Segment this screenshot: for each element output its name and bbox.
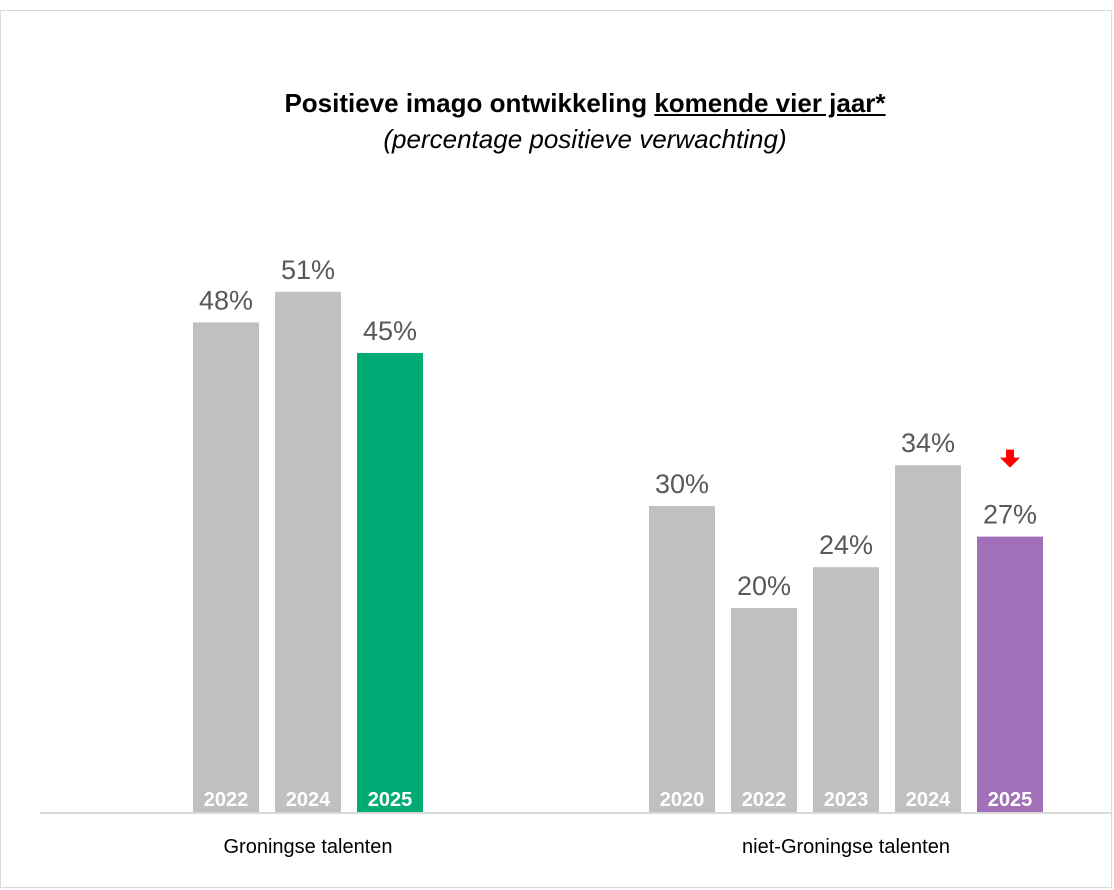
data-label: 30%	[655, 469, 709, 499]
bar-1-2025	[977, 536, 1043, 812]
data-label: 24%	[819, 530, 873, 560]
bar-1-2024	[895, 465, 961, 812]
chart-title-main: Positieve imago ontwikkeling	[284, 88, 655, 118]
category-label: Groningse talenten	[223, 836, 392, 858]
data-label: 34%	[901, 428, 955, 458]
year-label: 2020	[660, 789, 705, 811]
down-arrow-icon	[1000, 449, 1020, 468]
bar-1-2022	[731, 608, 797, 812]
category-label: niet-Groningse talenten	[742, 836, 950, 858]
data-label: 27%	[983, 500, 1037, 530]
year-label: 2022	[742, 789, 787, 811]
data-label: 48%	[199, 285, 253, 315]
year-label: 2024	[286, 789, 331, 811]
data-label: 51%	[281, 255, 335, 285]
year-label: 2024	[906, 789, 951, 811]
year-label: 2025	[988, 789, 1033, 811]
chart-title-underlined: komende vier jaar*	[654, 88, 886, 118]
bar-0-2025	[357, 353, 423, 812]
bar-1-2020	[649, 506, 715, 812]
data-label: 45%	[363, 316, 417, 346]
chart-title: Positieve imago ontwikkeling komende vie…	[0, 88, 1114, 119]
bar-1-2023	[813, 567, 879, 812]
chart-frame	[0, 10, 1112, 888]
chart-subtitle: (percentage positieve verwachting)	[383, 124, 787, 154]
bar-0-2024	[275, 291, 341, 812]
year-label: 2022	[204, 789, 249, 811]
year-label: 2023	[824, 789, 869, 811]
year-label: 2025	[368, 789, 413, 811]
data-label: 20%	[737, 571, 791, 601]
bar-0-2022	[193, 322, 259, 812]
